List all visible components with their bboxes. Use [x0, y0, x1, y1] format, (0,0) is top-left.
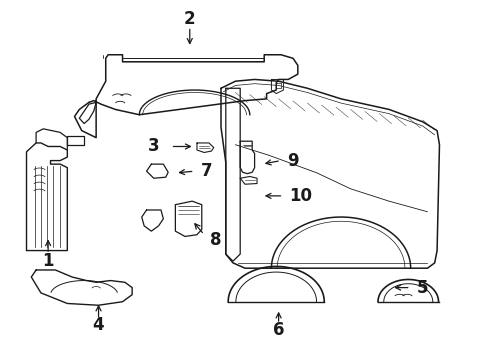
Text: 4: 4 [93, 316, 104, 334]
Text: 5: 5 [417, 279, 428, 297]
Text: 1: 1 [42, 252, 54, 270]
Text: 7: 7 [201, 162, 212, 180]
Text: 3: 3 [148, 138, 160, 156]
Text: 6: 6 [273, 321, 284, 339]
Text: 8: 8 [210, 231, 222, 249]
Text: 2: 2 [184, 10, 196, 28]
Text: 10: 10 [289, 187, 312, 205]
Text: 9: 9 [287, 152, 299, 170]
